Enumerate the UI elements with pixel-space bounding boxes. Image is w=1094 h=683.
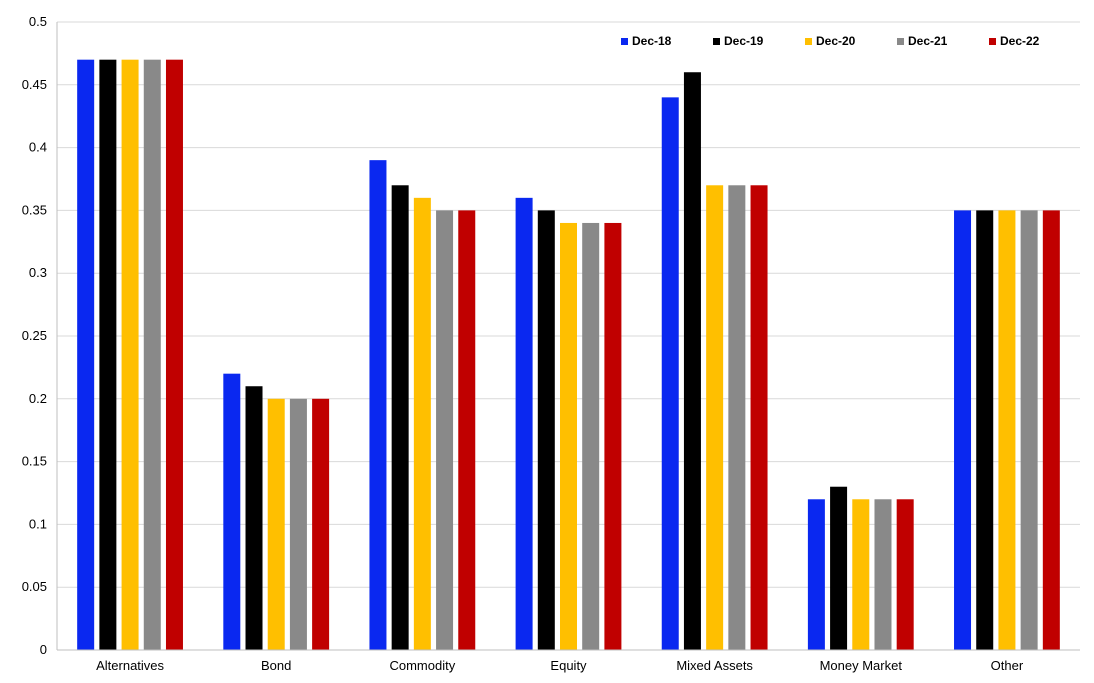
bar-dec-21-commodity (436, 210, 454, 650)
bar-dec-18-money-market (807, 499, 825, 650)
bar-dec-20-money-market (852, 499, 870, 650)
bar-dec-18-equity (515, 197, 533, 650)
bar-dec-20-equity (560, 222, 577, 650)
bar-dec-21-alternatives (143, 59, 161, 651)
bar-dec-19-equity (537, 210, 555, 650)
bar-dec-22-money-market (896, 499, 914, 650)
bar-dec-18-alternatives (77, 59, 95, 651)
bar-dec-20-other (998, 210, 1016, 650)
bar-dec-20-alternatives (121, 59, 139, 651)
legend-swatch (805, 38, 812, 45)
legend: Dec-18 Dec-19 Dec-20 Dec-21 Dec-22 (621, 34, 1040, 48)
bar-dec-22-commodity (458, 210, 476, 650)
axes: 0 0.05 0.1 0.15 0.2 0.25 0.3 0.35 0.4 0.45 0.5 Alte… (22, 14, 1080, 673)
legend-label: Dec-19 (724, 34, 764, 48)
bars (77, 59, 1060, 651)
x-tick-label: Money Market (820, 658, 903, 673)
bar-dec-22-bond (312, 398, 330, 650)
bar-dec-18-bond (223, 373, 241, 650)
bar-dec-18-commodity (369, 160, 387, 650)
bar-dec-21-bond (289, 398, 307, 650)
bar-dec-19-money-market (830, 486, 848, 650)
legend-label: Dec-22 (1000, 34, 1040, 48)
bar-dec-19-other (976, 210, 994, 650)
bar-dec-20-commodity (413, 197, 431, 650)
legend-swatch (897, 38, 904, 45)
bar-dec-19-bond (245, 386, 263, 650)
x-tick-label: Equity (550, 658, 587, 673)
y-tick-label: 0.3 (29, 265, 47, 280)
y-tick-label: 0.05 (22, 579, 47, 594)
y-tick-label: 0.5 (29, 14, 47, 29)
y-tick-label: 0.15 (22, 454, 47, 469)
legend-swatch (713, 38, 720, 45)
x-tick-label: Bond (261, 658, 291, 673)
bar-dec-19-commodity (391, 185, 409, 650)
legend-label: Dec-18 (632, 34, 672, 48)
legend-label: Dec-20 (816, 34, 856, 48)
bar-dec-22-mixed-assets (750, 185, 768, 650)
bar-dec-22-alternatives (165, 59, 183, 651)
y-tick-label: 0.25 (22, 328, 47, 343)
bar-dec-21-money-market (874, 499, 892, 650)
bar-dec-19-alternatives (99, 59, 117, 651)
y-tick-label: 0.35 (22, 202, 47, 217)
x-tick-label: Other (991, 658, 1024, 673)
y-tick-label: 0.45 (22, 77, 47, 92)
x-tick-label: Alternatives (96, 658, 164, 673)
y-tick-label: 0 (40, 642, 47, 657)
bar-dec-21-equity (582, 222, 600, 650)
bar-dec-22-other (1042, 210, 1060, 650)
y-tick-label: 0.4 (29, 140, 47, 155)
bar-dec-18-other (954, 210, 972, 650)
x-tick-label: Mixed Assets (676, 658, 753, 673)
bar-dec-20-mixed-assets (706, 185, 724, 650)
y-tick-label: 0.2 (29, 391, 47, 406)
bar-dec-21-mixed-assets (728, 185, 746, 650)
legend-label: Dec-21 (908, 34, 948, 48)
bar-dec-21-other (1020, 210, 1038, 650)
bar-dec-22-equity (604, 222, 622, 650)
x-tick-label: Commodity (389, 658, 455, 673)
legend-swatch (989, 38, 996, 45)
bar-dec-20-bond (267, 398, 285, 650)
bar-dec-18-mixed-assets (661, 97, 679, 651)
legend-swatch (621, 38, 628, 45)
bar-dec-19-mixed-assets (683, 72, 701, 651)
y-tick-label: 0.1 (29, 516, 47, 531)
